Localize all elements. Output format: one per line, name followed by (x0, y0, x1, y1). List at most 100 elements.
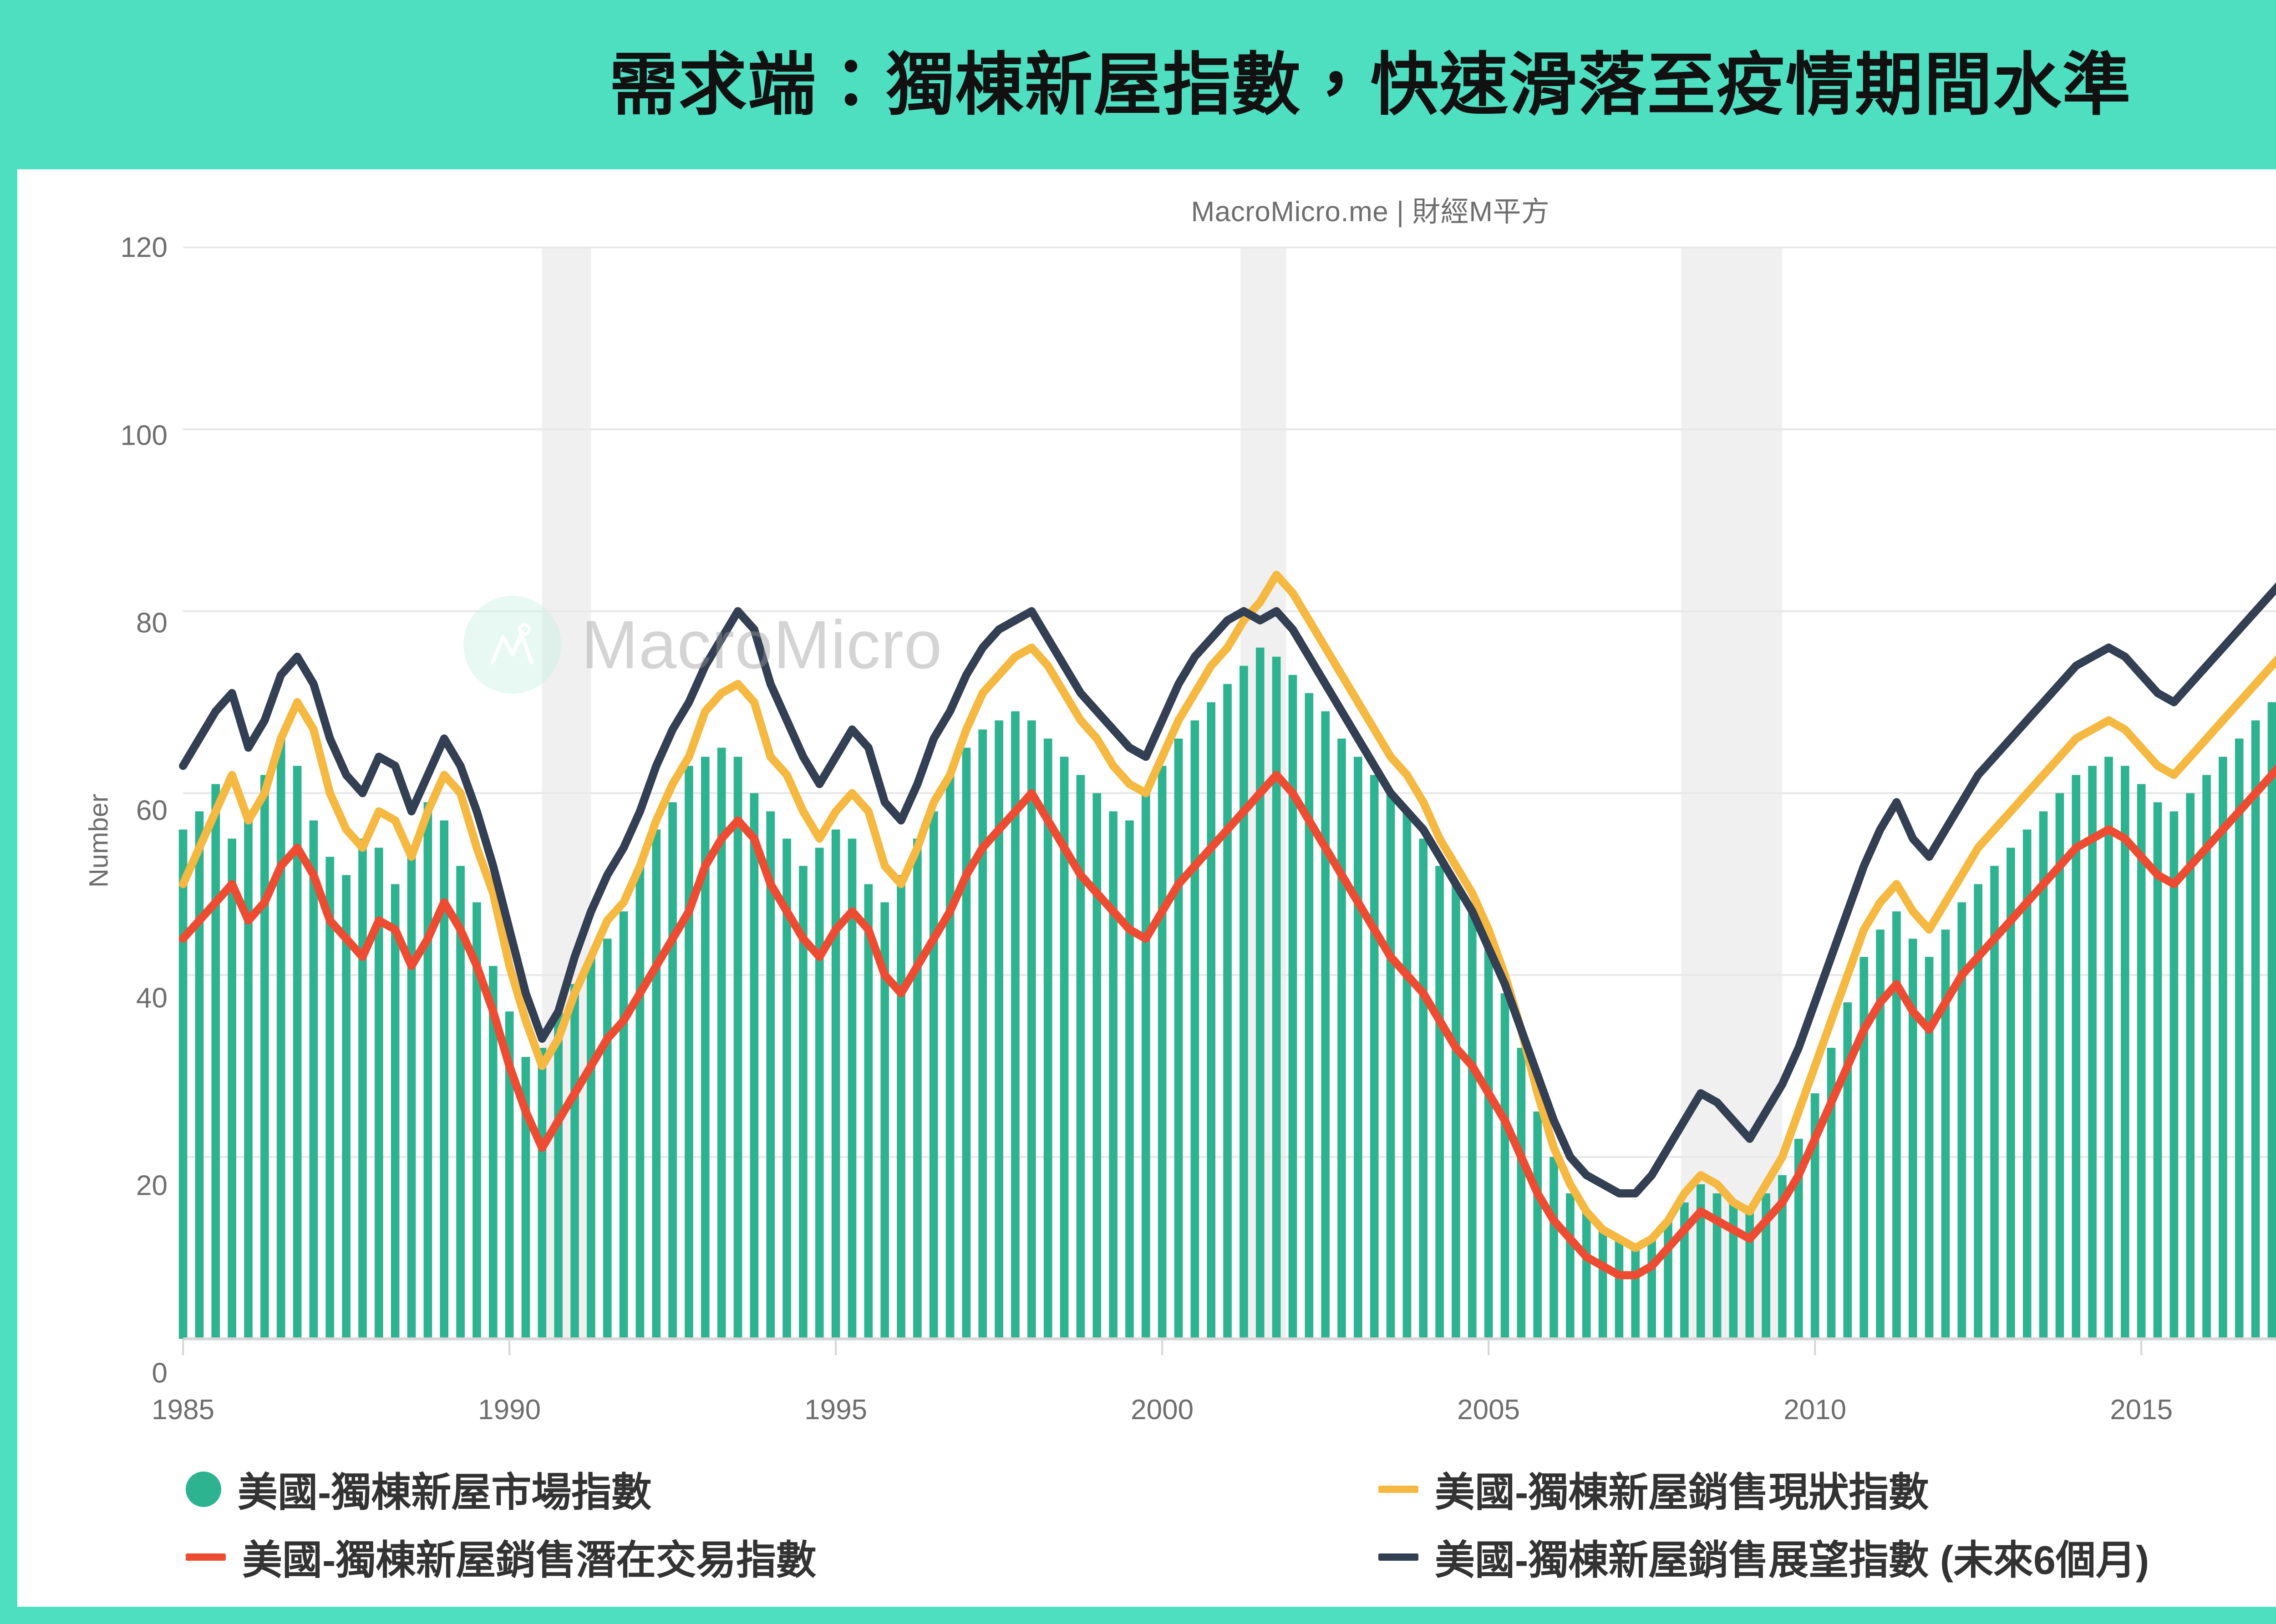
bar (211, 784, 220, 1339)
bar (325, 857, 335, 1339)
bar (2007, 848, 2015, 1339)
y-tick-label: 80 (136, 607, 168, 639)
bar (685, 766, 693, 1339)
bar (1223, 684, 1232, 1339)
bar (488, 966, 498, 1339)
legend-item[interactable]: 美國-獨棟新屋市場指數 (186, 1460, 1378, 1518)
bar (2186, 793, 2195, 1339)
x-axis-ticks: 19851990199520002005201020152020 (17, 1379, 2276, 1447)
bar (2072, 775, 2081, 1339)
bar (1664, 1220, 1672, 1339)
bar (717, 747, 726, 1339)
bar (2235, 738, 2244, 1339)
bar (2251, 720, 2260, 1339)
bar (733, 756, 742, 1339)
bar (1843, 1002, 1852, 1339)
bar (1190, 720, 1199, 1339)
bar (456, 866, 465, 1339)
x-tick-label: 2005 (1457, 1394, 1520, 1426)
bar (1696, 1184, 1705, 1339)
bar (1892, 911, 1901, 1339)
bar (1745, 1211, 1754, 1339)
bar (1647, 1238, 1656, 1339)
legend-item[interactable]: 美國-獨棟新屋銷售展望指數 (未來6個月) (1378, 1528, 2276, 1586)
bar (1974, 884, 1982, 1339)
bar (1615, 1238, 1624, 1339)
x-tick-label: 1985 (152, 1394, 215, 1426)
bar (962, 747, 971, 1339)
bar (407, 848, 416, 1339)
legend-line-icon (186, 1553, 226, 1561)
legend-label: 美國-獨棟新屋銷售潛在交易指數 (242, 1538, 817, 1583)
bar (1027, 720, 1036, 1339)
x-tick-label: 1995 (804, 1394, 868, 1426)
bar (554, 1011, 563, 1339)
bar (1125, 820, 1134, 1339)
bar (766, 811, 775, 1339)
bar (2202, 775, 2211, 1339)
bar (1240, 665, 1248, 1339)
bar (1419, 838, 1428, 1339)
y-tick-label: 20 (136, 1170, 168, 1202)
bar (1092, 793, 1102, 1339)
bar (505, 1011, 514, 1339)
bar (1582, 1211, 1591, 1339)
bar (1354, 756, 1362, 1339)
bar (831, 829, 840, 1339)
bar (1500, 993, 1509, 1339)
bar (1370, 775, 1379, 1339)
bar (913, 838, 922, 1339)
legend-label: 美國-獨棟新屋市場指數 (238, 1470, 652, 1515)
bar (1925, 957, 1934, 1339)
bar (1762, 1193, 1770, 1339)
bar (799, 866, 808, 1339)
bar (603, 939, 612, 1339)
source-attribution: MacroMicro.me | 財經M平方 (1191, 196, 1550, 228)
bar (391, 884, 400, 1339)
bar (1631, 1248, 1640, 1339)
bar (293, 766, 302, 1339)
bar (1908, 939, 1917, 1339)
bar (2153, 802, 2162, 1339)
bar (1452, 884, 1460, 1339)
chart-card: MacroMicro.me | 財經M平方 Number 0 20 40 60 80 10… (17, 169, 2276, 1607)
bar (309, 820, 318, 1339)
series-line (179, 582, 2276, 1198)
chart-canvas (178, 246, 2276, 1355)
bar (945, 775, 955, 1339)
bar (1011, 711, 1020, 1339)
bar (570, 984, 579, 1339)
page-title: 需求端：獨棟新屋指數，快速滑落至疫情期間水準 (609, 46, 2132, 123)
x-tick-label: 2000 (1131, 1394, 1194, 1426)
bar (668, 802, 677, 1339)
bar (635, 866, 645, 1339)
y-tick-label: 120 (120, 232, 168, 264)
bar (2267, 702, 2276, 1339)
legend-item[interactable]: 美國-獨棟新屋銷售潛在交易指數 (186, 1528, 1378, 1586)
bar (1207, 702, 1216, 1339)
bar (2219, 756, 2227, 1339)
legend-label: 美國-獨棟新屋銷售展望指數 (未來6個月) (1435, 1538, 2149, 1583)
legend-dot-icon (186, 1471, 221, 1507)
bar (2104, 756, 2113, 1339)
bar (864, 884, 873, 1339)
bar (2169, 811, 2179, 1339)
y-tick-label: 100 (120, 420, 168, 452)
bar (897, 875, 905, 1339)
bar (1435, 866, 1444, 1339)
bar (587, 957, 595, 1339)
legend-item[interactable]: 美國-獨棟新屋銷售現狀指數 (1378, 1460, 2276, 1518)
title-bar: 需求端：獨棟新屋指數，快速滑落至疫情期間水準 (17, 0, 2276, 169)
bar (1272, 656, 1281, 1339)
bar (880, 902, 889, 1339)
bar (1957, 902, 1966, 1339)
y-axis-ticks: 0 20 40 60 80 100 120 (86, 232, 168, 1447)
bar (1109, 811, 1118, 1339)
bar (1255, 647, 1265, 1339)
bar (2055, 793, 2064, 1339)
bar (1076, 775, 1085, 1339)
bar (440, 820, 449, 1339)
bar (652, 829, 661, 1339)
bar (1990, 866, 1999, 1339)
